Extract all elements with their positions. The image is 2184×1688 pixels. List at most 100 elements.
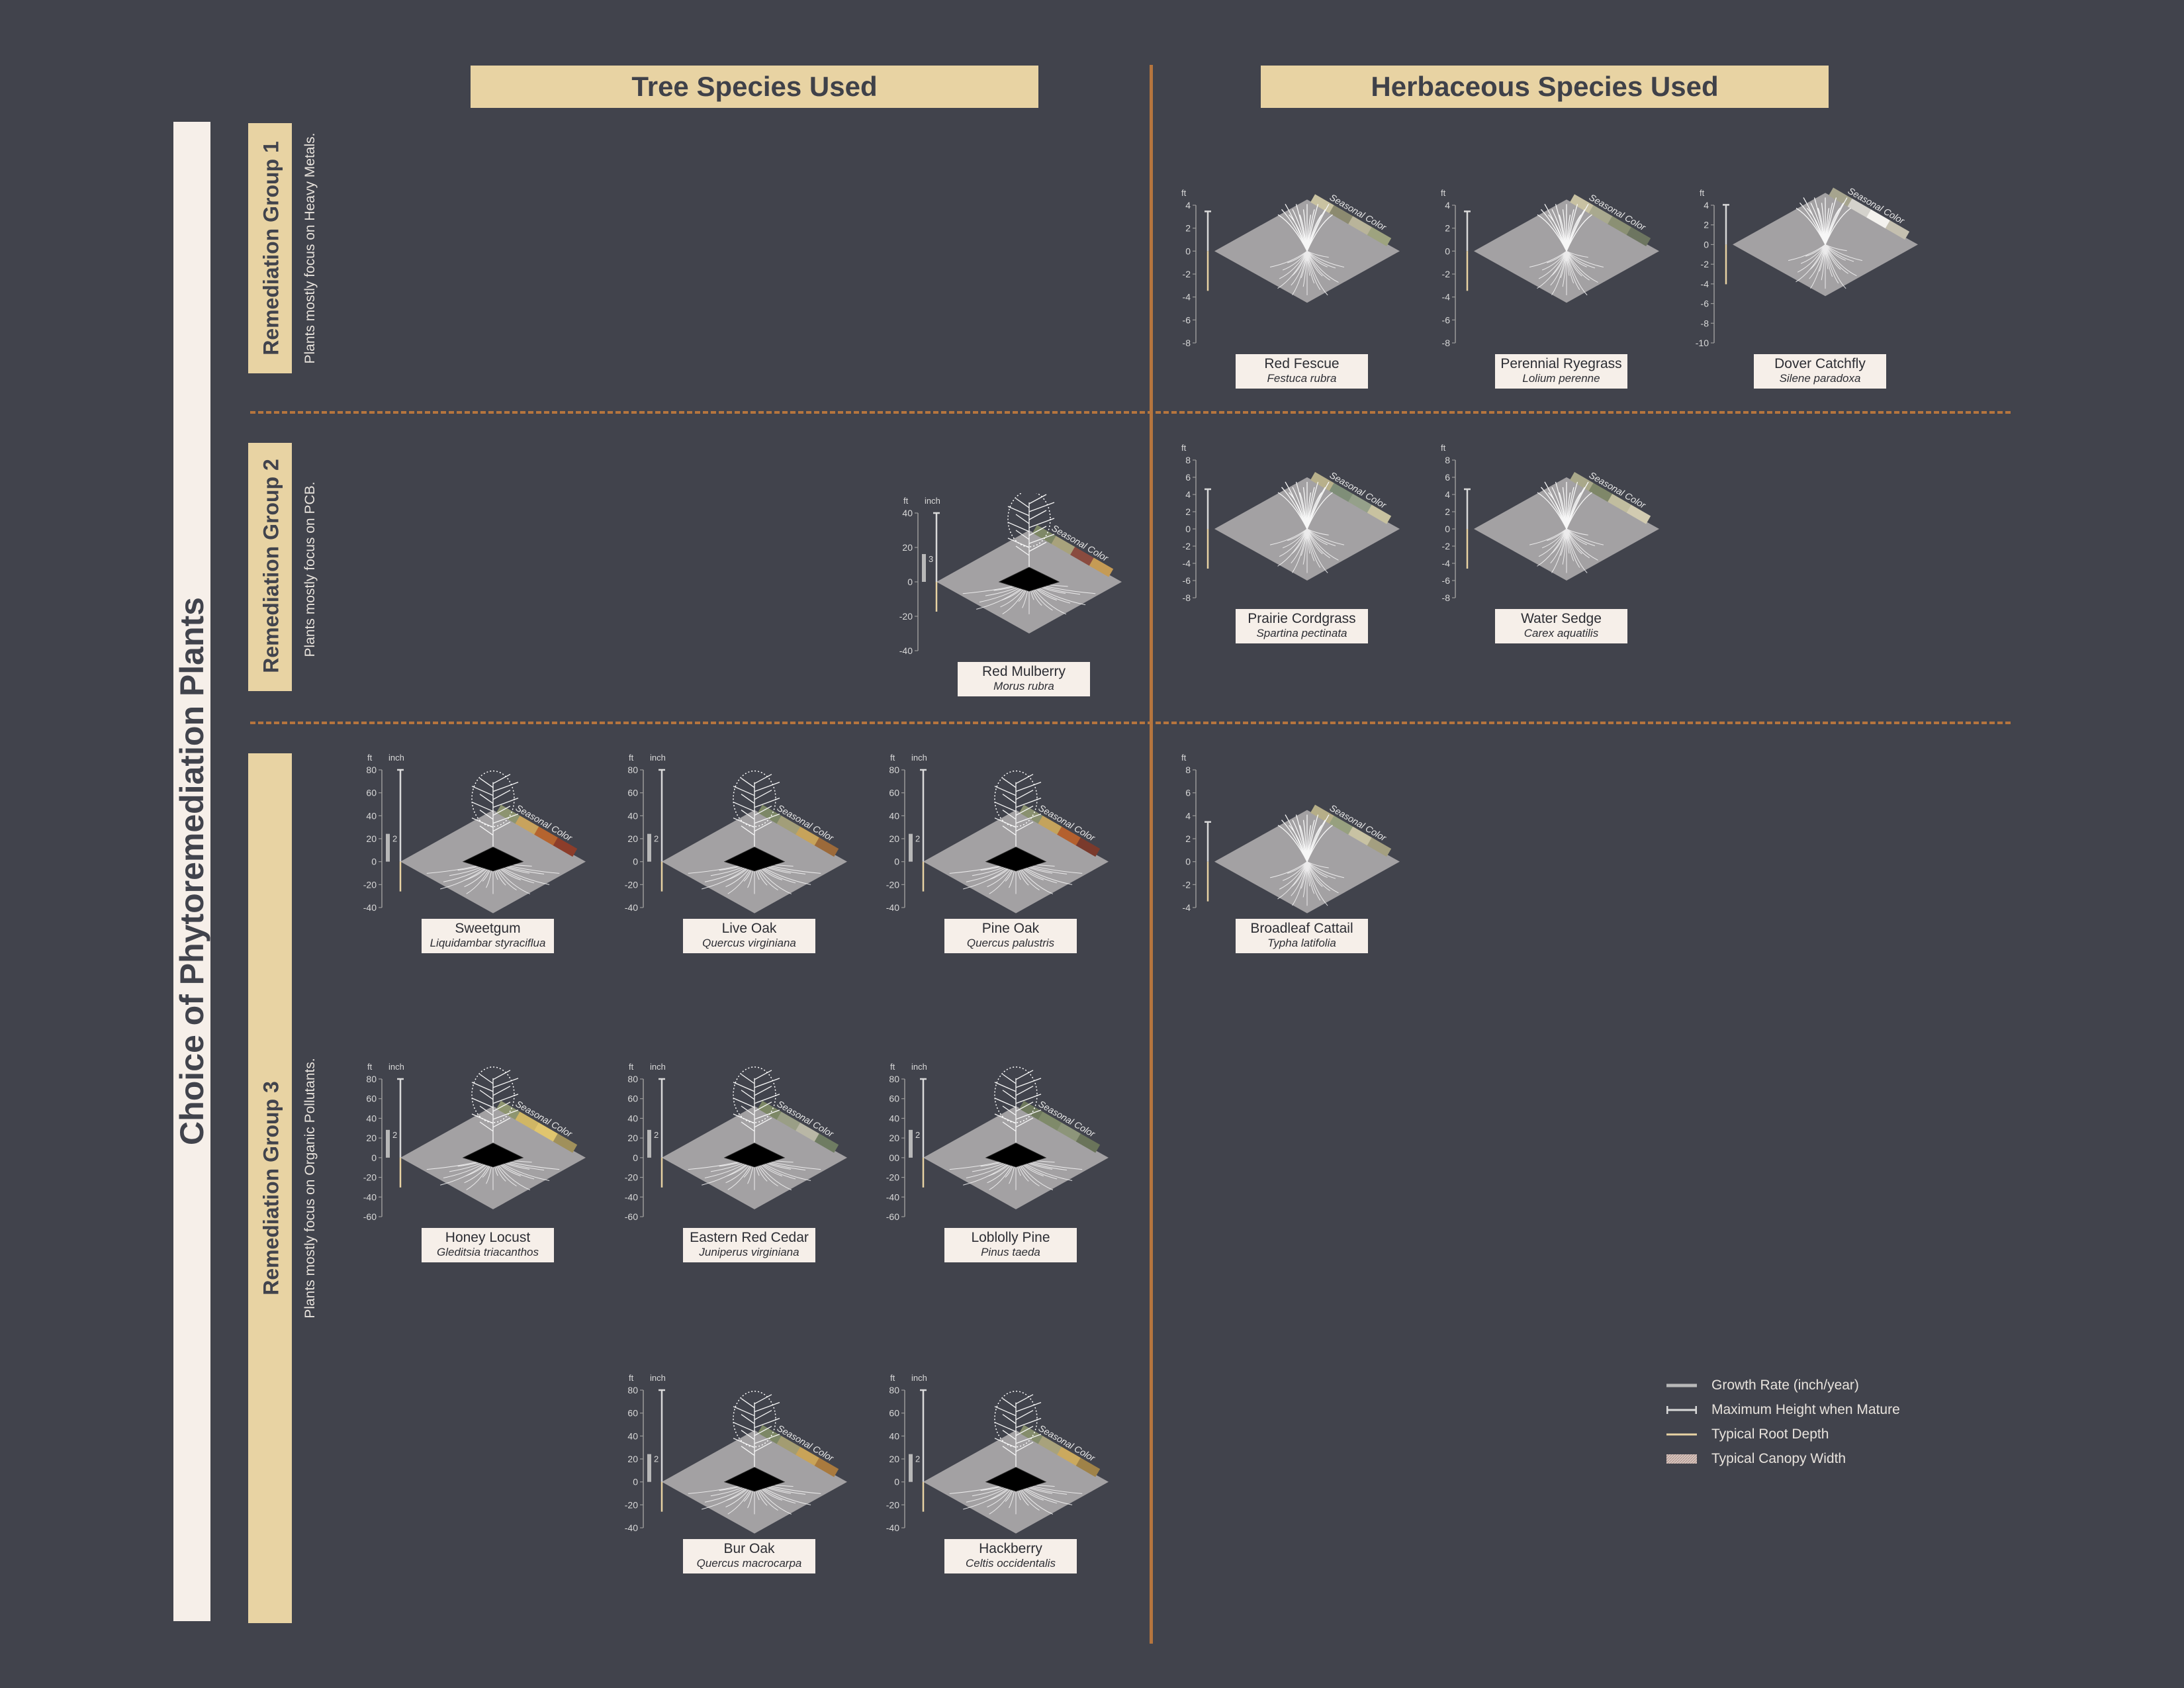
root-system: [1529, 250, 1604, 296]
canopy-width-marker: [723, 1467, 786, 1492]
axis-tick-label: 4: [1445, 489, 1450, 500]
plant-label-water-sedge: Water Sedge Carex aquatilis: [1495, 609, 1627, 643]
axis-unit-ft: ft: [1181, 443, 1187, 453]
tree-silhouette: [733, 1390, 780, 1482]
inch-tick-label: 2: [392, 834, 397, 844]
root-system: [1269, 528, 1345, 573]
axis-tick-label: -6: [1183, 575, 1191, 586]
axis-unit-inch: inch: [925, 496, 940, 506]
group-1-title: Remediation Group 1: [259, 141, 283, 355]
grass-silhouette: [1796, 197, 1851, 245]
axis-tick-label: 40: [366, 1113, 377, 1123]
plant-diagram-hackberry: ft inch 80 60 40 20 0 -20 -40 Seasonal Color 2 Hack…: [884, 1370, 1161, 1573]
axis-tick-label: 0: [371, 857, 377, 867]
plant-scientific-name: Quercus virginiana: [702, 937, 796, 949]
axis-unit-ft: ft: [1441, 188, 1446, 198]
plant-diagram-water-sedge: ft 8 6 4 2 0 -2 -4 -6 -8 Seasonal Color Water Sedge…: [1434, 440, 1712, 643]
plant-scientific-name: Liquidambar styraciflua: [430, 937, 546, 949]
axis-tick-label: 40: [627, 1113, 638, 1123]
max-height-marker: [920, 1078, 927, 1158]
plant-scientific-name: Gleditsia triacanthos: [436, 1246, 539, 1258]
axis-tick-label: -4: [1442, 292, 1451, 303]
axis-tick-label: -6: [1701, 299, 1709, 309]
group-2-bar: [248, 443, 292, 691]
axis-tick-label: -40: [886, 902, 899, 913]
plant-diagram-perennial-ryegrass: ft 4 2 0 -2 -4 -6 -8 Seasonal Color Perennial Rye…: [1434, 185, 1712, 389]
growth-rate-bar: [909, 1129, 913, 1158]
canopy-width-marker: [985, 1467, 1047, 1492]
plant-label-red-mulberry: Red Mulberry Morus rubra: [958, 662, 1090, 696]
axis-unit-ft: ft: [1181, 753, 1187, 763]
axis-tick-label: 6: [1185, 788, 1191, 798]
legend-item-growth-rate: Growth Rate (inch/year): [1666, 1373, 1900, 1397]
axis-tick-label: 40: [627, 1430, 638, 1441]
axis-tick-label: 80: [627, 765, 638, 775]
axis-unit-inch: inch: [911, 1373, 927, 1383]
axis-tick-label: 60: [627, 1094, 638, 1104]
axis-tick-label: 60: [889, 1094, 899, 1104]
axis-unit-inch: inch: [650, 1062, 666, 1072]
plant-diagram-honey-locust: ft inch 80 60 40 20 0 -20 -40 -60 Seasonal Color 2 H…: [361, 1059, 639, 1262]
max-height-marker: [1464, 211, 1471, 252]
axis-tick-label: -4: [1701, 279, 1709, 289]
axis-unit-ft: ft: [1700, 188, 1705, 198]
axis-tick-label: -10: [1696, 338, 1709, 348]
axis-tick-label: 80: [889, 1385, 899, 1395]
axis-unit-ft: ft: [890, 1062, 895, 1072]
max-height-marker: [1205, 211, 1211, 252]
plant-label-eastern-red-cedar: Eastern Red Cedar Juniperus virginiana: [683, 1228, 815, 1262]
axis-unit-ft: ft: [367, 753, 373, 763]
axis-tick-label: 80: [627, 1385, 638, 1395]
max-height-marker: [1205, 488, 1211, 529]
canopy-width-marker: [998, 567, 1060, 592]
axis-tick-label: 0: [633, 1152, 638, 1163]
growth-rate-bar: [647, 833, 651, 862]
canopy-width-marker: [985, 1143, 1047, 1168]
axis-tick-label: 80: [627, 1074, 638, 1084]
grass-silhouette: [1537, 481, 1592, 530]
plant-common-name: Red Mulberry: [981, 664, 1066, 679]
growth-rate-bar: [386, 1129, 390, 1158]
plant-scientific-name: Lolium perenne: [1522, 372, 1600, 385]
plant-label-dover-catchfly: Dover Catchfly Silene paradoxa: [1754, 354, 1886, 389]
axis-unit-ft: ft: [629, 1062, 634, 1072]
grass-silhouette: [1277, 481, 1333, 530]
axis-tick-label: 0: [907, 577, 913, 587]
legend-item-max-height: Maximum Height when Mature: [1666, 1397, 1900, 1422]
axis-tick-label: 0: [1185, 857, 1191, 867]
legend-label-canopy-width: Typical Canopy Width: [1711, 1450, 1846, 1466]
axis-tick-label: -8: [1442, 592, 1451, 603]
plant-label-red-fescue: Red Fescue Festuca rubra: [1236, 354, 1368, 389]
axis-tick-label: -4: [1183, 292, 1191, 303]
tree-silhouette: [994, 1390, 1042, 1482]
axis-tick-label: 6: [1445, 472, 1450, 483]
plant-label-broadleaf-cattail: Broadleaf Cattail Typha latifolia: [1236, 919, 1368, 953]
axis-tick-label: 40: [366, 810, 377, 821]
canopy-width-marker: [462, 1143, 524, 1168]
axis-tick-label: 6: [1185, 472, 1191, 483]
plant-diagram-dover-catchfly: ft 4 2 0 -2 -4 -6 -8 -10 Seasonal Color Dover Catc…: [1693, 185, 1971, 389]
root-system: [1269, 861, 1345, 906]
axis-tick-label: 20: [889, 833, 899, 844]
plant-common-name: Water Sedge: [1521, 611, 1602, 626]
axis-unit-inch: inch: [911, 1062, 927, 1072]
plant-label-perennial-ryegrass: Perennial Ryegrass Lolium perenne: [1495, 354, 1627, 389]
herbaceous-species-header: Herbaceous Species Used: [1261, 66, 1829, 108]
plant-common-name: Honey Locust: [445, 1230, 531, 1245]
axis-tick-label: 40: [902, 508, 913, 518]
column-divider: [1150, 65, 1153, 1644]
group-divider-1: [250, 411, 2011, 414]
inch-tick-label: 2: [915, 834, 920, 844]
root-system: [1529, 528, 1604, 573]
plant-scientific-name: Silene paradoxa: [1779, 372, 1861, 385]
axis-tick-label: 2: [1185, 833, 1191, 844]
axis-tick-label: 0: [633, 1477, 638, 1487]
axis-unit-ft: ft: [1441, 443, 1446, 453]
plant-diagram-loblolly-pine: ft inch 80 60 40 20 00 -20 -40 -60 Seasonal Color 2…: [884, 1059, 1161, 1262]
axis-tick-label: 0: [633, 857, 638, 867]
